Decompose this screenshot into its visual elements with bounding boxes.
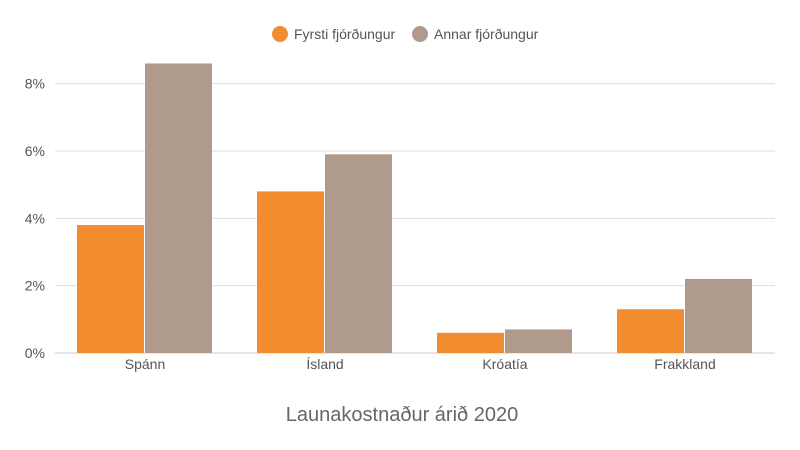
bar-annar-0 (145, 63, 212, 353)
y-tick-label: 8% (25, 76, 45, 92)
bar-fyrsti-1 (257, 191, 324, 353)
bars (77, 63, 752, 353)
y-tick-label: 4% (25, 210, 45, 226)
bar-fyrsti-2 (437, 332, 504, 353)
bar-annar-2 (505, 329, 572, 353)
legend-label: Annar fjórðungur (434, 26, 539, 42)
bar-annar-1 (325, 154, 392, 353)
bar-fyrsti-0 (77, 225, 144, 353)
chart-title: Launakostnaður árið 2020 (286, 404, 518, 426)
legend-label: Fyrsti fjórðungur (294, 26, 395, 42)
x-tick-label: Ísland (306, 356, 343, 372)
x-axis: Spánn Ísland Króatía Frakkland (125, 356, 716, 372)
y-axis: 0% 2% 4% 6% 8% (25, 76, 45, 361)
bar-annar-3 (685, 278, 752, 353)
x-tick-label: Spánn (125, 356, 165, 372)
y-tick-label: 2% (25, 278, 45, 294)
x-tick-label: Króatía (482, 356, 527, 372)
legend-swatch (272, 26, 288, 42)
legend: Fyrsti fjórðungur Annar fjórðungur (272, 26, 539, 42)
legend-swatch (412, 26, 428, 42)
x-tick-label: Frakkland (654, 356, 715, 372)
bar-fyrsti-3 (617, 309, 684, 353)
y-tick-label: 6% (25, 143, 45, 159)
y-tick-label: 0% (25, 345, 45, 361)
